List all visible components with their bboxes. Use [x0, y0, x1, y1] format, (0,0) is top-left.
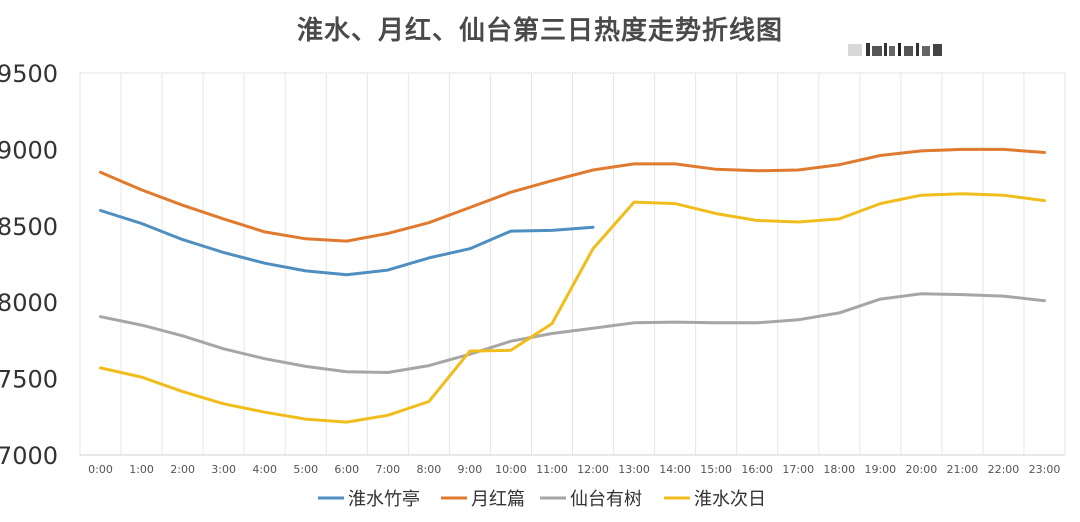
x-tick-label: 1:00: [129, 463, 154, 476]
legend-label-2: 月红篇: [471, 489, 525, 510]
legend-label-4: 淮水次日: [694, 489, 766, 510]
x-tick-label: 6:00: [334, 463, 359, 476]
x-tick-label: 22:00: [988, 463, 1020, 476]
x-tick-label: 20:00: [906, 463, 938, 476]
x-tick-label: 21:00: [947, 463, 979, 476]
series-line-2: [99, 147, 1046, 243]
watermark-logo: [848, 43, 942, 56]
x-tick-label: 11:00: [536, 463, 568, 476]
x-tick-label: 15:00: [700, 463, 732, 476]
x-tick-label: 18:00: [823, 463, 855, 476]
x-tick-label: 12:00: [577, 463, 609, 476]
x-tick-label: 9:00: [458, 463, 483, 476]
x-tick-label: 10:00: [495, 463, 527, 476]
x-tick-label: 19:00: [864, 463, 896, 476]
x-tick-label: 13:00: [618, 463, 650, 476]
x-tick-label: 4:00: [252, 463, 277, 476]
x-tick-label: 3:00: [211, 463, 236, 476]
y-tick-label: 7500: [0, 366, 58, 394]
x-tick-label: 14:00: [659, 463, 691, 476]
x-tick-label: 23:00: [1029, 463, 1061, 476]
series-line-3: [99, 292, 1046, 374]
series-line-1: [99, 209, 595, 277]
legend-label-1: 淮水竹亭: [348, 489, 420, 510]
series-line-4: [99, 192, 1046, 424]
y-tick-label: 9000: [0, 136, 58, 164]
chart-title: 淮水、月红、仙台第三日热度走势折线图: [296, 16, 783, 46]
x-tick-label: 8:00: [417, 463, 442, 476]
y-tick-label: 7000: [0, 442, 58, 470]
x-tick-label: 2:00: [170, 463, 195, 476]
x-tick-label: 0:00: [88, 463, 113, 476]
y-tick-label: 9500: [0, 60, 58, 88]
y-tick-label: 8000: [0, 289, 58, 317]
x-tick-label: 17:00: [782, 463, 814, 476]
x-tick-label: 7:00: [375, 463, 400, 476]
y-tick-label: 8500: [0, 213, 58, 241]
x-tick-label: 16:00: [741, 463, 773, 476]
legend-label-3: 仙台有树: [570, 489, 642, 510]
x-tick-label: 5:00: [293, 463, 318, 476]
